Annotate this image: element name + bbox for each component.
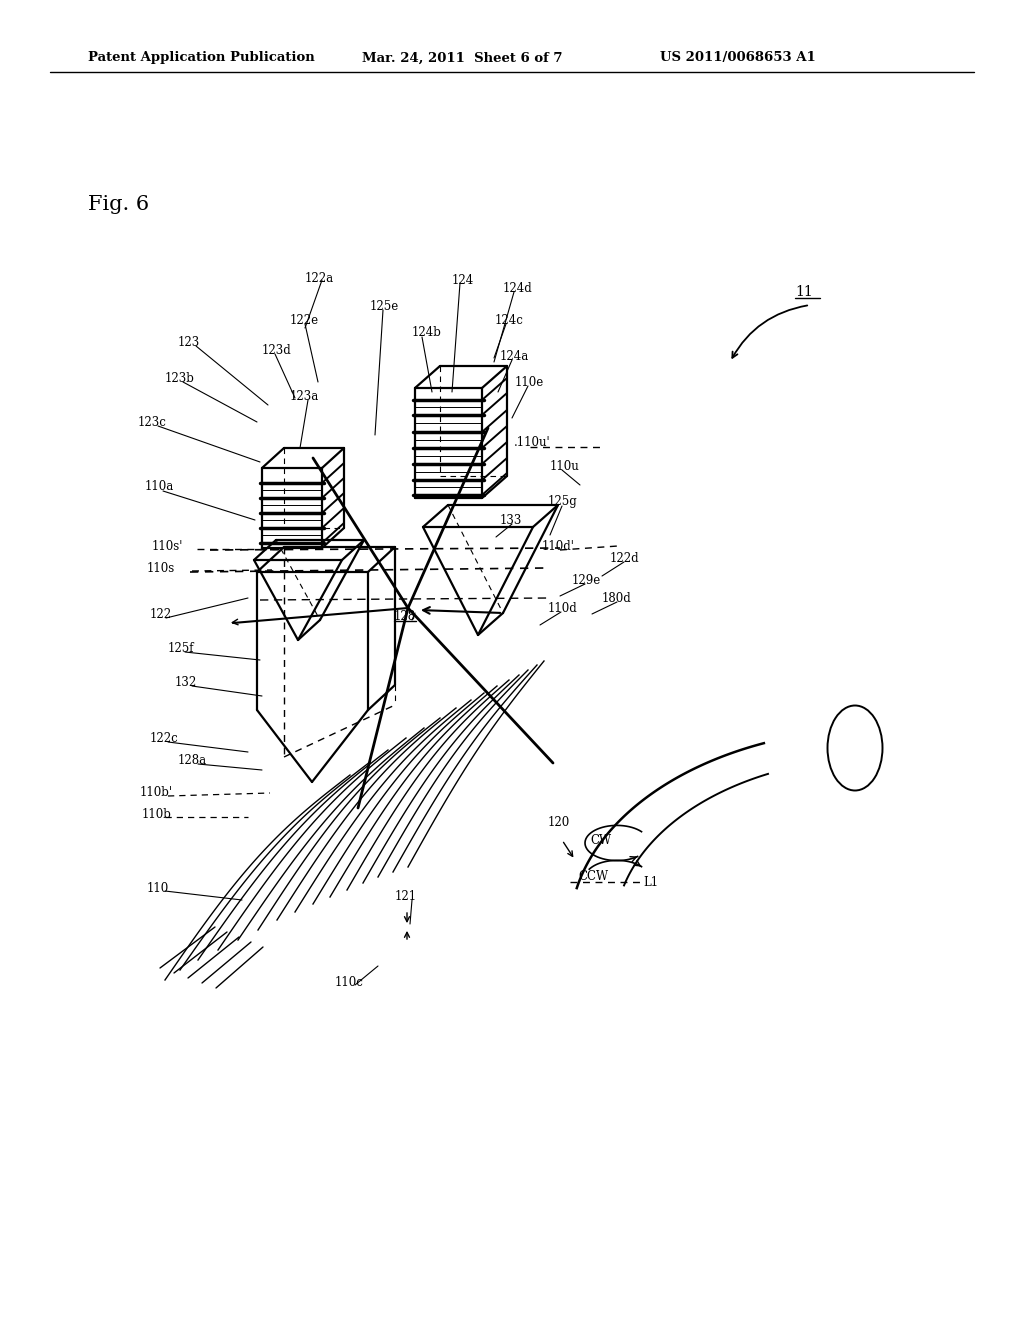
Text: 125g: 125g bbox=[548, 495, 578, 508]
Text: 110d: 110d bbox=[548, 602, 578, 615]
Text: 110a: 110a bbox=[145, 480, 174, 494]
Text: 123c: 123c bbox=[138, 416, 167, 429]
Text: CW: CW bbox=[590, 833, 611, 846]
Text: L1: L1 bbox=[643, 875, 658, 888]
Text: 110s: 110s bbox=[147, 561, 175, 574]
Text: CCW: CCW bbox=[578, 870, 608, 883]
Text: 124d: 124d bbox=[503, 281, 532, 294]
Text: Mar. 24, 2011  Sheet 6 of 7: Mar. 24, 2011 Sheet 6 of 7 bbox=[362, 51, 562, 65]
Text: US 2011/0068653 A1: US 2011/0068653 A1 bbox=[660, 51, 816, 65]
Text: 110e: 110e bbox=[515, 375, 544, 388]
Text: Fig. 6: Fig. 6 bbox=[88, 195, 150, 214]
Text: 110s': 110s' bbox=[152, 540, 183, 553]
Text: 122: 122 bbox=[150, 607, 172, 620]
Text: 123b: 123b bbox=[165, 371, 195, 384]
Text: 128: 128 bbox=[394, 610, 416, 623]
Text: 132: 132 bbox=[175, 676, 198, 689]
Text: 123: 123 bbox=[178, 335, 201, 348]
Text: 110b': 110b' bbox=[140, 787, 173, 800]
Text: 11: 11 bbox=[795, 285, 813, 300]
Text: 180d: 180d bbox=[602, 591, 632, 605]
Text: 122a: 122a bbox=[305, 272, 334, 285]
Text: 110u: 110u bbox=[550, 459, 580, 473]
Text: 125f: 125f bbox=[168, 642, 195, 655]
Text: 110b: 110b bbox=[142, 808, 172, 821]
Text: 125e: 125e bbox=[370, 301, 399, 314]
Text: 128a: 128a bbox=[178, 754, 207, 767]
Text: 133: 133 bbox=[500, 513, 522, 527]
Text: 123a: 123a bbox=[290, 389, 319, 403]
Text: 123d: 123d bbox=[262, 343, 292, 356]
Text: 110d': 110d' bbox=[542, 540, 574, 553]
Text: .110u': .110u' bbox=[514, 436, 551, 449]
Text: 121: 121 bbox=[395, 890, 417, 903]
Text: 124b: 124b bbox=[412, 326, 442, 339]
Text: Patent Application Publication: Patent Application Publication bbox=[88, 51, 314, 65]
Text: 110c: 110c bbox=[335, 975, 364, 989]
Text: 124c: 124c bbox=[495, 314, 524, 326]
Text: 122e: 122e bbox=[290, 314, 319, 326]
Text: 110: 110 bbox=[147, 882, 169, 895]
Text: 124: 124 bbox=[452, 273, 474, 286]
Text: 124a: 124a bbox=[500, 350, 529, 363]
Text: 129e: 129e bbox=[572, 573, 601, 586]
Text: 120: 120 bbox=[548, 816, 570, 829]
Text: 122c: 122c bbox=[150, 731, 179, 744]
Text: 122d: 122d bbox=[610, 552, 640, 565]
